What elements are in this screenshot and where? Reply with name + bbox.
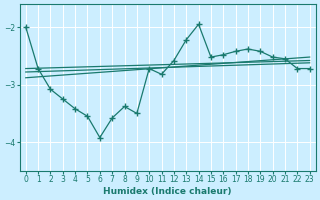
X-axis label: Humidex (Indice chaleur): Humidex (Indice chaleur): [103, 187, 232, 196]
